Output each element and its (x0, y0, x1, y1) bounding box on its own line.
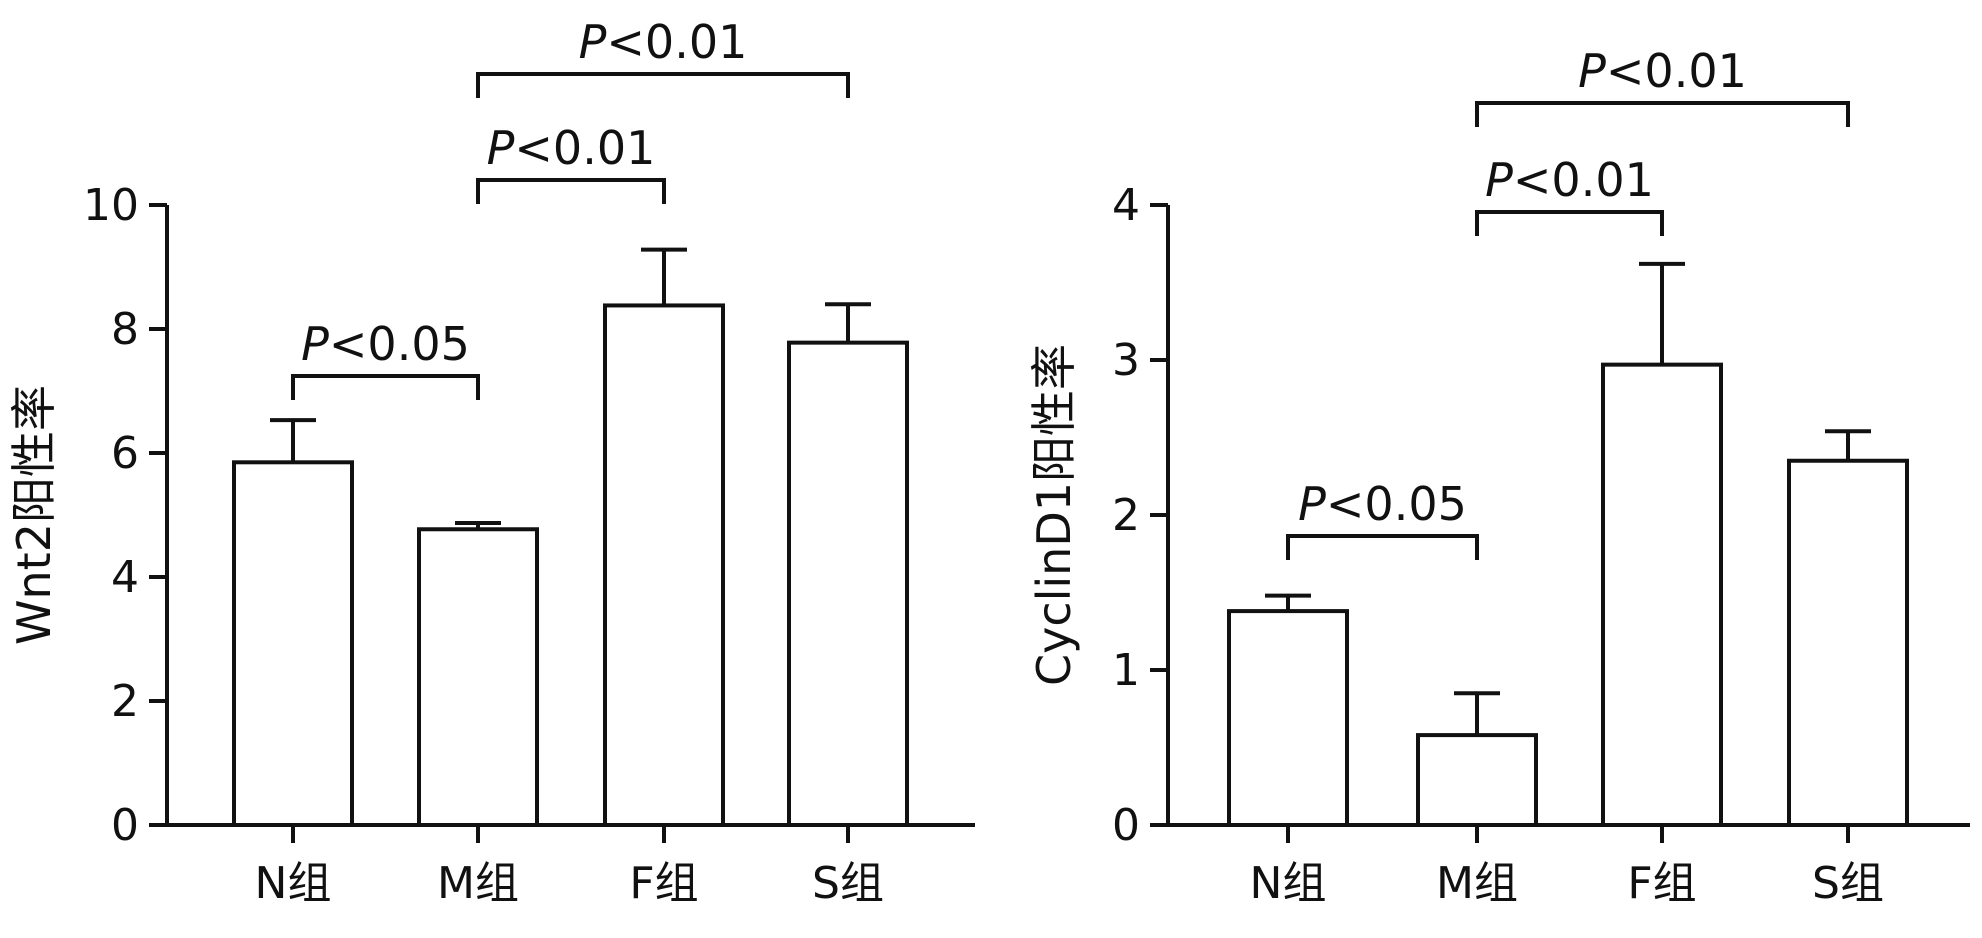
significance-bracket-2 (476, 72, 850, 98)
significance-p-0: P (301, 317, 329, 371)
bar-1 (1416, 733, 1538, 827)
significance-p-1: P (1485, 153, 1513, 207)
category-label-0: N组 (255, 858, 332, 909)
y-tick-label-4: 8 (111, 304, 139, 355)
bar-2 (1601, 362, 1723, 827)
significance-value-2: <0.01 (1606, 44, 1747, 98)
significance-p-0: P (1298, 477, 1326, 531)
significance-p-2: P (1578, 44, 1606, 98)
category-label-0: N组 (1250, 858, 1327, 909)
category-label-1: M组 (1436, 858, 1518, 909)
y-tick-label-1: 2 (111, 676, 139, 727)
significance-p-2: P (579, 15, 607, 69)
significance-label-2: P<0.01 (579, 15, 748, 69)
bar-2 (603, 303, 725, 827)
y-tick-label-3: 6 (111, 428, 139, 479)
significance-label-0: P<0.05 (1298, 477, 1467, 531)
significance-value-1: <0.01 (1513, 153, 1654, 207)
bar-3 (1787, 458, 1909, 827)
y-tick-label-0: 0 (111, 800, 139, 851)
significance-value-2: <0.01 (606, 15, 747, 69)
y-tick-label-2: 4 (111, 552, 139, 603)
significance-label-2: P<0.01 (1578, 44, 1747, 98)
significance-label-1: P<0.01 (1485, 153, 1654, 207)
category-label-2: F组 (1627, 858, 1696, 909)
significance-bracket-1 (476, 178, 666, 204)
y-axis-label: CyclinD1阳性率 (1027, 344, 1081, 686)
significance-bracket-2 (1475, 101, 1850, 127)
significance-label-0: P<0.05 (301, 317, 470, 371)
y-tick-label-3: 3 (1112, 335, 1140, 386)
significance-bracket-1 (1475, 210, 1664, 236)
significance-bracket-0 (1286, 534, 1479, 560)
bar-0 (232, 460, 354, 827)
category-label-2: F组 (629, 858, 698, 909)
y-tick-label-4: 4 (1112, 180, 1140, 231)
significance-value-0: <0.05 (329, 317, 470, 371)
bar-0 (1227, 609, 1349, 827)
y-tick-label-5: 10 (83, 180, 139, 231)
y-axis-label: Wnt2阳性率 (7, 385, 61, 645)
significance-p-1: P (487, 121, 515, 175)
bar-3 (787, 340, 909, 827)
significance-bracket-0 (291, 374, 480, 400)
significance-label-1: P<0.01 (487, 121, 656, 175)
y-tick-label-1: 1 (1112, 645, 1140, 696)
category-label-3: S组 (812, 858, 884, 909)
bar-1 (417, 527, 539, 827)
y-tick-label-0: 0 (1112, 800, 1140, 851)
category-label-1: M组 (437, 858, 519, 909)
y-tick-label-2: 2 (1112, 490, 1140, 541)
significance-value-0: <0.05 (1326, 477, 1467, 531)
category-label-3: S组 (1812, 858, 1884, 909)
significance-value-1: <0.01 (514, 121, 655, 175)
